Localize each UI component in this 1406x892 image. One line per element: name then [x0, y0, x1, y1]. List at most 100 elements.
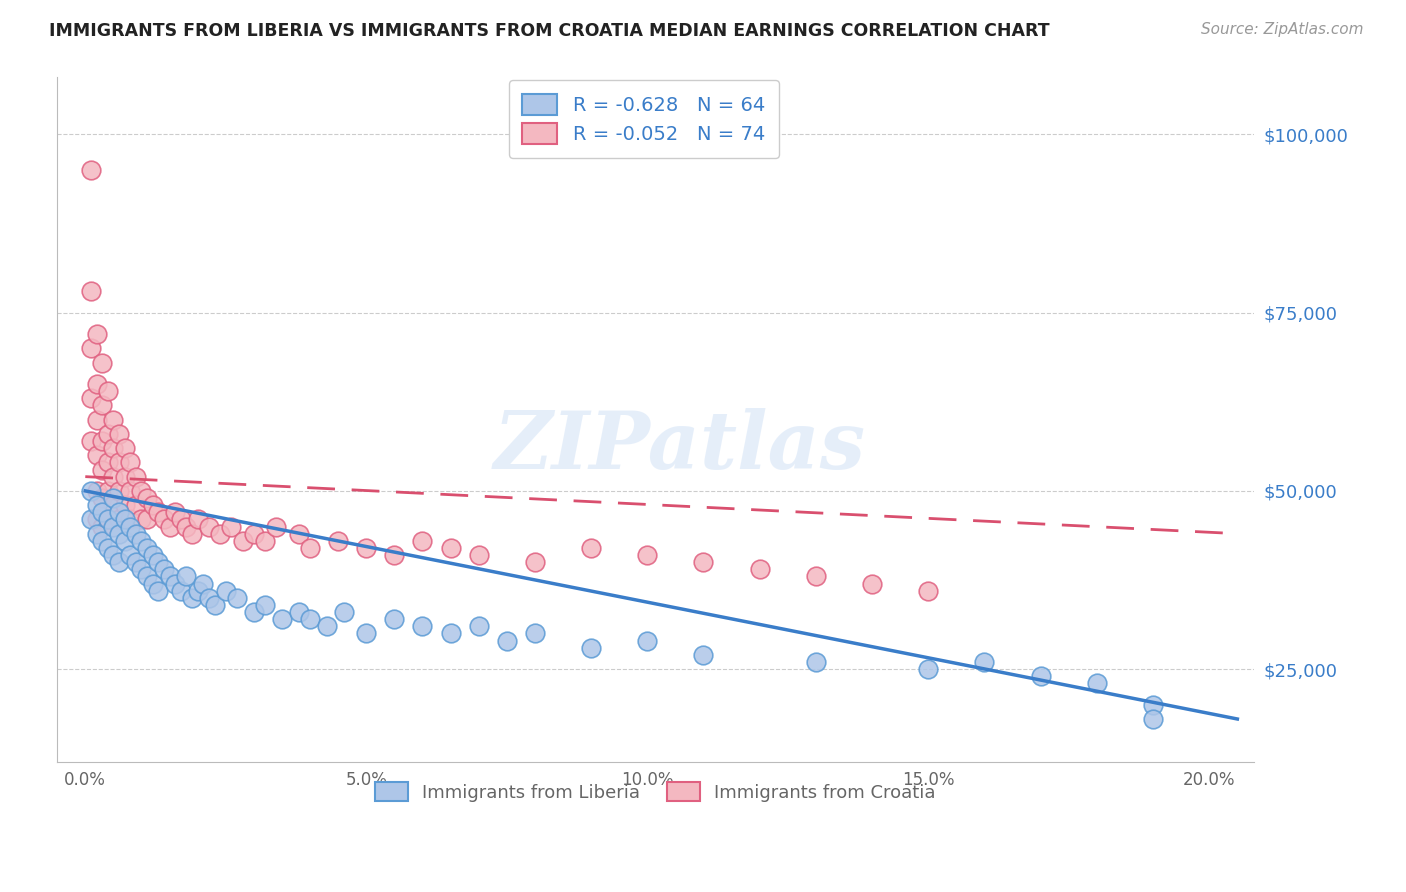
Point [136, 512, 159, 526]
Point [97, 483, 120, 498]
Point [204, 598, 226, 612]
Point [271, 612, 294, 626]
Point [80, 483, 103, 498]
Point [108, 426, 131, 441]
Point [91, 355, 114, 369]
Point [266, 519, 288, 533]
Point [382, 612, 405, 626]
Point [91, 519, 114, 533]
Point [254, 598, 277, 612]
Point [523, 626, 546, 640]
Point [579, 640, 602, 655]
Point [86, 526, 108, 541]
Point [356, 541, 378, 555]
Point [165, 505, 187, 519]
Point [131, 533, 153, 548]
Point [748, 562, 770, 576]
Point [103, 519, 125, 533]
Point [467, 548, 489, 562]
Point [86, 448, 108, 462]
Point [108, 555, 131, 569]
Point [86, 376, 108, 391]
Point [181, 526, 204, 541]
Point [131, 483, 153, 498]
Point [142, 498, 165, 512]
Point [170, 583, 193, 598]
Point [170, 512, 193, 526]
Point [125, 555, 148, 569]
Point [467, 619, 489, 633]
Point [86, 327, 108, 342]
Point [316, 619, 339, 633]
Point [804, 655, 827, 669]
Legend: Immigrants from Liberia, Immigrants from Croatia: Immigrants from Liberia, Immigrants from… [363, 769, 949, 814]
Point [165, 576, 187, 591]
Point [80, 434, 103, 448]
Point [973, 655, 995, 669]
Point [108, 455, 131, 469]
Point [80, 285, 103, 299]
Point [198, 591, 221, 605]
Point [299, 612, 322, 626]
Point [97, 512, 120, 526]
Point [523, 555, 546, 569]
Point [1085, 676, 1108, 690]
Point [120, 512, 142, 526]
Point [114, 498, 136, 512]
Point [917, 583, 939, 598]
Point [1029, 669, 1052, 683]
Point [97, 512, 120, 526]
Point [91, 462, 114, 476]
Point [125, 469, 148, 483]
Point [86, 498, 108, 512]
Point [328, 533, 350, 548]
Point [125, 498, 148, 512]
Point [159, 569, 181, 583]
Point [136, 491, 159, 505]
Point [131, 562, 153, 576]
Point [91, 491, 114, 505]
Point [176, 519, 198, 533]
Point [80, 512, 103, 526]
Point [86, 483, 108, 498]
Point [1142, 698, 1164, 712]
Point [103, 548, 125, 562]
Point [411, 619, 433, 633]
Point [86, 512, 108, 526]
Point [209, 526, 232, 541]
Point [91, 505, 114, 519]
Point [114, 469, 136, 483]
Point [120, 455, 142, 469]
Point [108, 526, 131, 541]
Point [1142, 712, 1164, 726]
Point [382, 548, 405, 562]
Point [439, 626, 461, 640]
Point [97, 541, 120, 555]
Point [103, 441, 125, 455]
Point [411, 533, 433, 548]
Point [243, 526, 266, 541]
Point [299, 541, 322, 555]
Point [288, 605, 311, 619]
Point [221, 519, 243, 533]
Point [108, 505, 131, 519]
Point [142, 576, 165, 591]
Point [103, 498, 125, 512]
Text: IMMIGRANTS FROM LIBERIA VS IMMIGRANTS FROM CROATIA MEDIAN EARNINGS CORRELATION C: IMMIGRANTS FROM LIBERIA VS IMMIGRANTS FR… [49, 22, 1050, 40]
Point [187, 512, 209, 526]
Point [148, 505, 170, 519]
Point [148, 583, 170, 598]
Point [125, 526, 148, 541]
Point [176, 569, 198, 583]
Point [198, 519, 221, 533]
Point [97, 426, 120, 441]
Point [181, 591, 204, 605]
Point [136, 569, 159, 583]
Point [692, 555, 714, 569]
Point [120, 483, 142, 498]
Point [333, 605, 356, 619]
Point [153, 512, 176, 526]
Text: ZIPatlas: ZIPatlas [494, 409, 866, 486]
Point [108, 483, 131, 498]
Point [120, 548, 142, 562]
